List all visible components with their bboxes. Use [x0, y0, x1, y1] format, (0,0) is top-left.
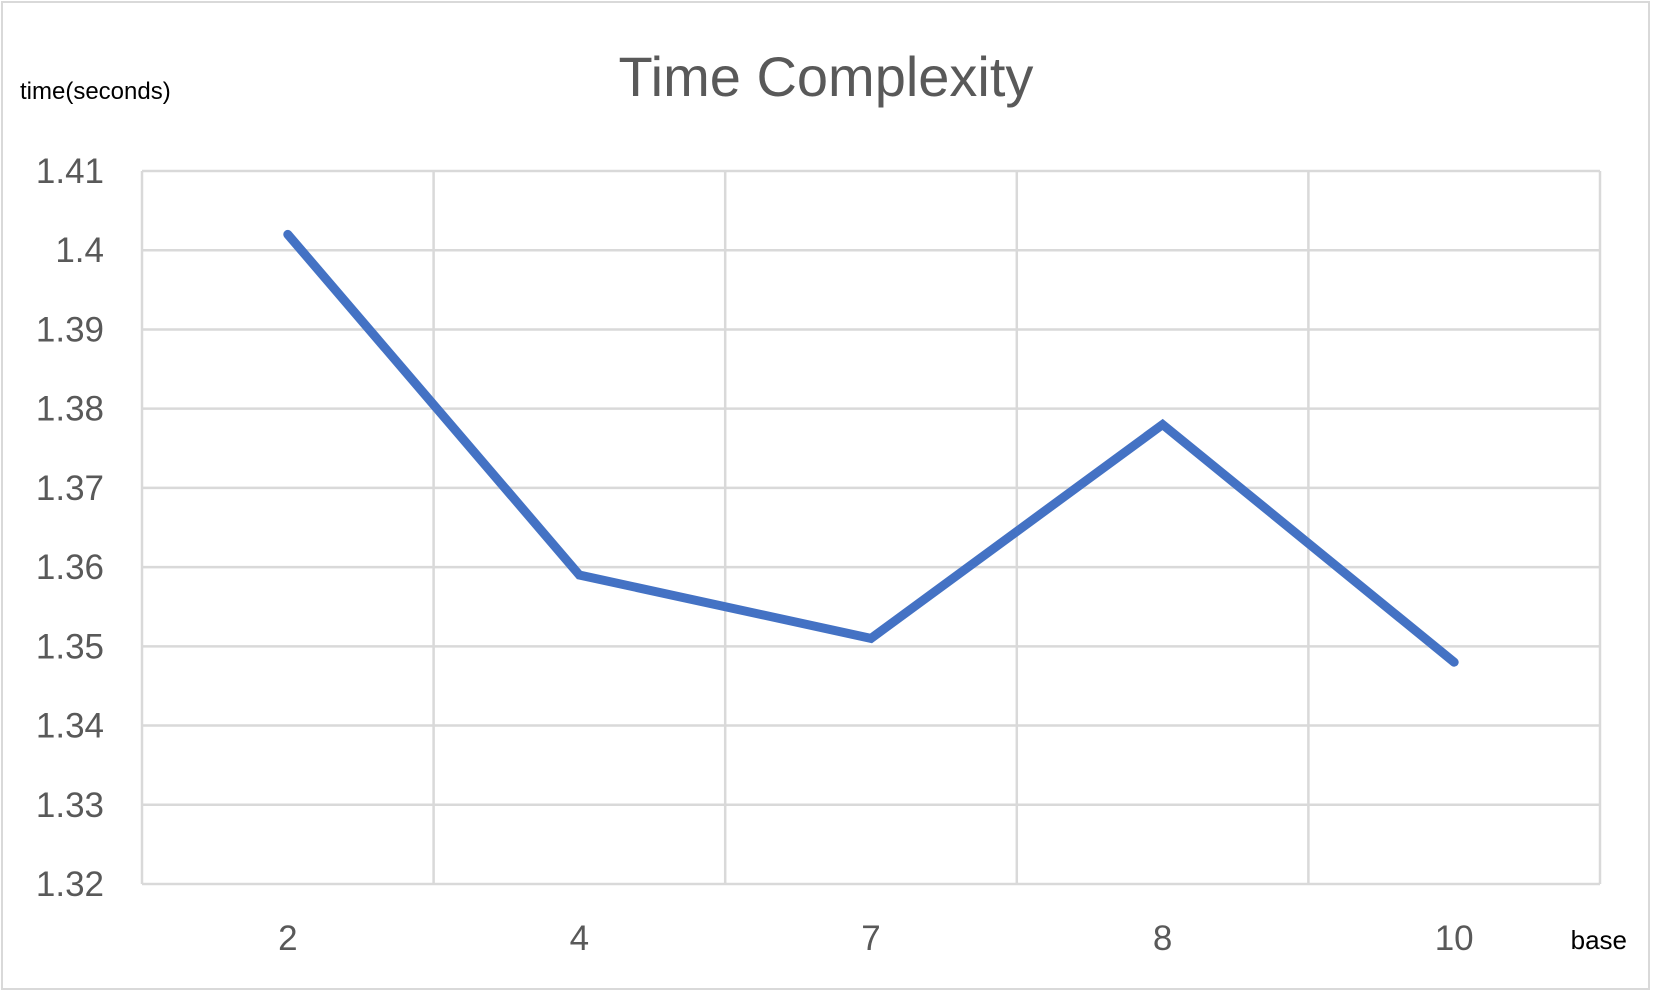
- y-axis-label: time(seconds): [20, 78, 171, 105]
- y-tick-label: 1.34: [36, 707, 104, 746]
- x-tick-label: 8: [1153, 919, 1172, 958]
- x-tick-label: 2: [278, 919, 297, 958]
- series-layer: [283, 229, 1459, 667]
- x-tick-label: 10: [1435, 919, 1474, 958]
- x-tick-label: 7: [861, 919, 880, 958]
- y-tick-label: 1.33: [36, 786, 104, 825]
- y-tick-label: 1.4: [55, 231, 104, 270]
- series-line: [283, 229, 1459, 667]
- y-tick-label: 1.35: [36, 627, 104, 666]
- y-tick-labels: 1.32 1.33 1.34 1.35 1.36 1.37 1.38 1.39 1.4 1.41: [36, 152, 104, 904]
- x-axis-label: base: [1571, 925, 1627, 955]
- y-tick-label: 1.36: [36, 548, 104, 587]
- x-tick-labels: 2 4 7 8 10: [278, 919, 1474, 958]
- chart-title: Time Complexity: [619, 45, 1034, 108]
- y-tick-label: 1.41: [36, 152, 104, 191]
- y-tick-label: 1.37: [36, 469, 104, 508]
- y-tick-label: 1.38: [36, 390, 104, 429]
- y-tick-label: 1.32: [36, 865, 104, 904]
- y-tick-label: 1.39: [36, 310, 104, 349]
- gridlines: [140, 169, 1602, 886]
- x-tick-label: 4: [570, 919, 589, 958]
